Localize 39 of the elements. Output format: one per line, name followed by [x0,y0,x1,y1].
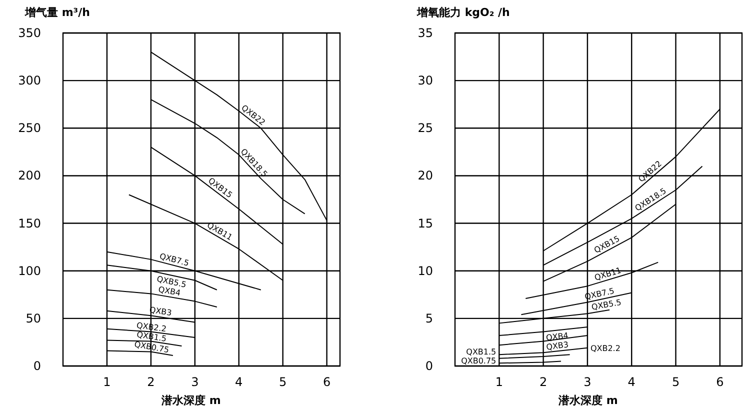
y-tick-label: 50 [26,311,41,326]
y-tick-label: 0 [425,359,433,373]
y-axis-title: 增气量 m³/h [24,6,90,19]
y-tick-label: 350 [18,26,41,40]
x-tick-label: 3 [584,375,592,389]
x-tick-label: 5 [279,375,287,389]
y-tick-label: 35 [418,26,433,40]
series-label: QXB0.75 [461,356,496,366]
text: QXB4 [546,331,569,342]
y-tick-label: 200 [18,168,41,183]
series-label: QXB1.5 [466,347,496,356]
y-tick-label: 20 [418,168,433,183]
x-tick-label: 1 [103,375,111,389]
x-axis-title: 潜水深度 m [160,394,221,407]
y-tick-label: 150 [18,216,41,230]
x-tick-label: 2 [539,375,548,389]
y-tick-label: 0 [33,359,41,373]
y-tick-label: 100 [18,264,41,278]
x-tick-label: 4 [235,375,243,389]
text: QXB0.75 [134,340,170,355]
x-tick-label: 2 [147,375,155,389]
y-tick-label: 25 [418,121,433,136]
text: QXB3 [546,340,570,352]
x-tick-label: 6 [716,375,724,389]
text: QXB7.5 [158,252,190,268]
x-tick-label: 6 [322,375,331,389]
x-tick-label: 4 [628,375,636,389]
y-tick-label: 10 [418,264,433,278]
y-axis-title: 增氧能力 kgO₂ /h [416,6,510,19]
y-tick-label: 15 [418,216,433,230]
y-tick-label: 5 [425,311,433,326]
series-label: QXB2.2 [590,344,620,353]
x-tick-label: 3 [191,375,199,389]
x-axis-title: 潜水深度 m [558,394,618,407]
y-tick-label: 250 [18,121,41,136]
y-tick-label: 300 [18,74,41,88]
x-tick-label: 1 [495,375,503,389]
y-tick-label: 30 [418,74,433,88]
x-tick-label: 5 [672,375,680,389]
